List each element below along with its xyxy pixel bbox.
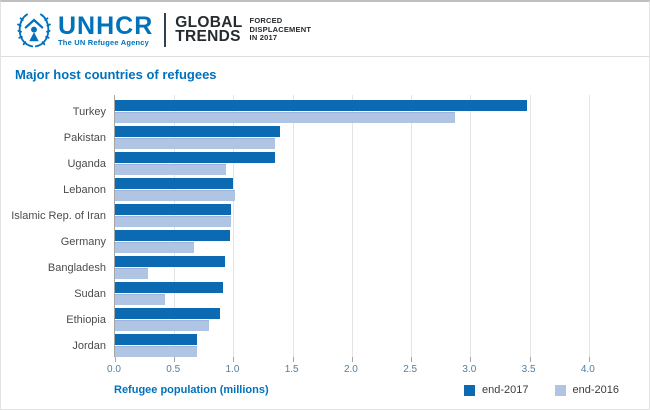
- axis-tick: [470, 357, 472, 362]
- chart-footer: Refugee population (millions) end-2017 e…: [1, 378, 649, 396]
- bar-end-2016: [115, 164, 227, 175]
- header: UNHCR The UN Refugee Agency GLOBAL TREND…: [1, 2, 649, 57]
- category-label: Islamic Rep. of Iran: [11, 209, 106, 222]
- unhcr-tagline: The UN Refugee Agency: [58, 37, 150, 47]
- bar-end-2017: [115, 152, 275, 163]
- report-subtitle: FORCED DISPLACEMENT IN 2017: [250, 17, 312, 43]
- bar-end-2017: [115, 256, 226, 267]
- unhcr-emblem-icon: [17, 13, 51, 48]
- chart-title: Major host countries of refugees: [15, 67, 217, 82]
- category-label: Bangladesh: [47, 261, 106, 274]
- bar-end-2017: [115, 282, 223, 293]
- unhcr-logo: UNHCR The UN Refugee Agency: [15, 11, 153, 49]
- bar-end-2016: [115, 268, 149, 279]
- bar-group: [115, 204, 621, 227]
- report-title: GLOBAL TRENDS: [175, 13, 243, 45]
- bar-group: [115, 282, 621, 305]
- header-divider: [164, 13, 167, 47]
- x-axis-tick-labels: 0.0 0.5 1.0 1.5 2.0 2.5 3.0 3.5 4.0: [107, 360, 621, 378]
- report-subtitle-line2: DISPLACEMENT: [249, 24, 312, 34]
- category-label: Turkey: [72, 105, 106, 118]
- axis-tick-label: 0.5: [166, 364, 181, 375]
- category-label: Lebanon: [63, 183, 106, 196]
- bar-end-2017: [115, 230, 230, 241]
- axis-tick: [233, 357, 235, 362]
- bar-end-2016: [115, 242, 195, 253]
- bar-end-2017: [115, 334, 197, 345]
- axis-tick-label: 3.5: [521, 364, 536, 375]
- axis-tick-label: 1.0: [225, 364, 240, 375]
- bar-group: [115, 100, 621, 123]
- axis-tick: [529, 357, 531, 362]
- gridline: [588, 95, 590, 357]
- gridline: [411, 95, 413, 357]
- category-label: Pakistan: [63, 131, 106, 144]
- axis-tick-label: 1.5: [284, 364, 299, 375]
- gridline: [529, 95, 531, 357]
- bar-end-2016: [115, 112, 455, 123]
- bar-end-2017: [115, 204, 232, 215]
- legend-label-end-2017: end-2017: [482, 384, 529, 396]
- unhcr-wordmark: UNHCR: [58, 11, 154, 40]
- legend-swatch-end-2017: [464, 384, 475, 396]
- category-label: Sudan: [74, 287, 106, 300]
- gridline: [292, 95, 294, 357]
- bar-group: [115, 126, 621, 149]
- gridline: [470, 95, 472, 357]
- bar-group: [115, 178, 621, 201]
- category-label: Ethiopia: [66, 313, 106, 326]
- legend-swatch-end-2016: [554, 384, 566, 396]
- axis-tick-label: 2.0: [343, 364, 358, 375]
- bar-end-2016: [115, 190, 235, 201]
- bar-group: [115, 230, 621, 253]
- axis-tick-label: 0.0: [107, 364, 121, 375]
- gridline: [233, 95, 235, 357]
- legend: end-2017 end-2016: [464, 384, 619, 396]
- bar-group: [115, 334, 621, 357]
- axis-tick-label: 3.0: [462, 364, 477, 375]
- category-label: Uganda: [67, 157, 106, 170]
- bar-chart: Turkey Pakistan Uganda Lebanon Islamic Rep. …: [1, 95, 649, 362]
- axis-tick: [588, 357, 590, 362]
- bar-rows: [115, 95, 621, 357]
- axis-tick-label: 4.0: [580, 364, 595, 375]
- bar-end-2017: [115, 308, 221, 319]
- axis-tick: [411, 357, 413, 362]
- bar-end-2016: [115, 216, 232, 227]
- report-title-line2: TRENDS: [175, 28, 241, 45]
- report-lockup: GLOBAL TRENDS FORCED DISPLACEMENT IN 201…: [175, 13, 312, 45]
- axis-tick: [115, 357, 116, 362]
- category-label: Germany: [60, 235, 106, 248]
- legend-item-end-2016: end-2016: [554, 384, 620, 396]
- category-label: Jordan: [72, 339, 106, 352]
- axis-tick: [174, 357, 176, 362]
- plot-area: [114, 95, 621, 362]
- report-subtitle-line1: FORCED: [249, 16, 283, 26]
- gridline: [351, 95, 353, 357]
- legend-label-end-2016: end-2016: [572, 384, 620, 396]
- bar-end-2016: [115, 294, 165, 305]
- report-title-line1: GLOBAL: [175, 13, 243, 31]
- axis-tick: [292, 357, 294, 362]
- bar-end-2017: [115, 178, 234, 189]
- bar-end-2016: [115, 138, 275, 149]
- bar-group: [115, 256, 621, 279]
- bar-end-2017: [115, 126, 280, 137]
- bar-end-2016: [115, 320, 209, 331]
- legend-item-end-2017: end-2017: [464, 384, 529, 396]
- axis-tick: [351, 357, 353, 362]
- bar-group: [115, 152, 621, 175]
- axis-tick-label: 2.5: [403, 364, 418, 375]
- category-labels: Turkey Pakistan Uganda Lebanon Islamic Rep. …: [1, 95, 114, 360]
- report-subtitle-line3: IN 2017: [249, 33, 278, 43]
- bar-group: [115, 308, 621, 331]
- bar-end-2017: [115, 100, 528, 111]
- bar-end-2016: [115, 346, 197, 357]
- unhcr-logo-text: UNHCR The UN Refugee Agency: [58, 11, 154, 47]
- x-axis-label: Refugee population (millions): [114, 384, 269, 396]
